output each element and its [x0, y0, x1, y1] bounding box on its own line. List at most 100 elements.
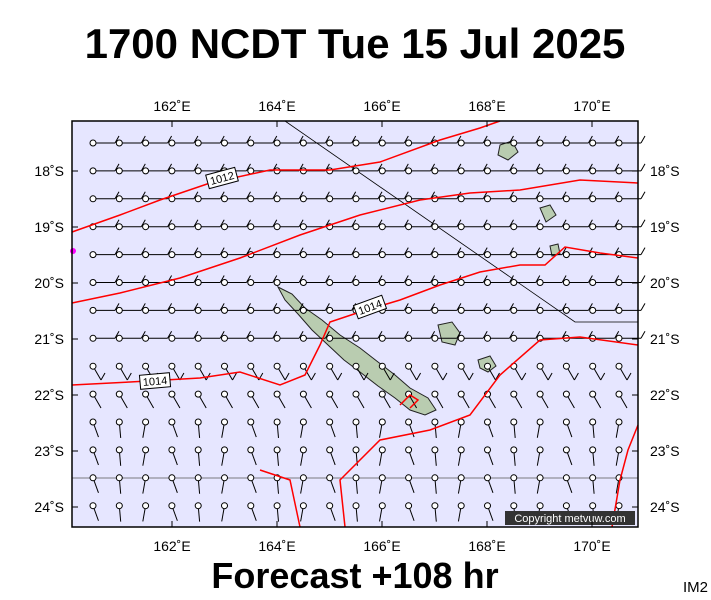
barb-feather: [416, 372, 422, 381]
barb-station: [589, 390, 597, 398]
barb-station: [589, 474, 597, 482]
barb-feather: [509, 163, 514, 172]
barb-feather: [272, 303, 278, 311]
barb-station: [615, 418, 623, 426]
barb-feather: [482, 275, 488, 283]
barb-station: [536, 139, 544, 147]
barb-feather: [640, 163, 646, 172]
barb-station: [589, 502, 597, 510]
barb-feather: [640, 303, 646, 311]
barb-station: [273, 139, 281, 147]
barb-feather: [547, 372, 553, 381]
barb-station: [405, 334, 413, 342]
barb-feather: [219, 219, 225, 227]
forecast-label: Forecast +108 hr: [211, 555, 498, 596]
lon-label: 166˚E: [363, 538, 400, 554]
barb-station: [115, 251, 123, 259]
barb-station: [431, 251, 439, 259]
barb-feather: [351, 163, 357, 172]
image-code: IM2: [683, 579, 708, 596]
label-box: [352, 294, 388, 320]
barb-station: [142, 334, 150, 342]
lat-label: 23˚S: [650, 443, 680, 459]
barb-station: [299, 362, 307, 370]
barb-feather: [140, 135, 146, 144]
barb-station: [352, 502, 360, 510]
barb-feather: [284, 372, 290, 381]
barb-station: [378, 418, 386, 426]
barb-feather: [640, 135, 646, 144]
barb-station: [194, 390, 202, 398]
barb-feather: [456, 331, 462, 339]
barb-station: [378, 139, 386, 147]
barb-feather: [219, 303, 225, 311]
barb-feather: [351, 275, 357, 283]
barb-feather: [535, 163, 541, 172]
barb-feather: [193, 275, 199, 283]
barb-station: [510, 167, 518, 175]
barb-feather: [587, 163, 593, 172]
barb-station: [536, 223, 544, 231]
barb-station: [142, 195, 150, 203]
barb-station: [115, 139, 123, 147]
barb-station: [194, 195, 202, 203]
barb-station: [273, 502, 281, 510]
barb-feather: [614, 247, 620, 255]
barb-feather: [430, 331, 436, 339]
barb-station: [247, 502, 255, 510]
barb-feather: [324, 191, 330, 200]
barb-feather: [561, 275, 567, 283]
barb-feather: [140, 163, 146, 172]
barb-feather: [140, 247, 146, 255]
barb-station: [247, 390, 255, 398]
barb-feather: [389, 372, 395, 381]
barb-station: [168, 502, 176, 510]
barb-feather: [298, 331, 304, 339]
barb-station: [326, 362, 334, 370]
barb-station: [168, 334, 176, 342]
barb-station: [457, 334, 465, 342]
barb-station: [89, 251, 97, 259]
barb-feather: [509, 303, 514, 311]
barb-feather: [167, 163, 173, 172]
barb-station: [536, 502, 544, 510]
barb-feather: [377, 163, 383, 172]
barb-feather: [600, 372, 606, 381]
barb-station: [378, 251, 386, 259]
barb-station: [457, 418, 465, 426]
map-frame: [71, 120, 639, 528]
barb-feather: [351, 331, 357, 339]
barb-station: [352, 390, 360, 398]
barb-station: [484, 334, 491, 342]
barb-feather: [377, 191, 383, 200]
barb-station: [484, 223, 491, 231]
barb-station: [326, 474, 334, 482]
barb-station: [589, 167, 597, 175]
barb-feather: [114, 163, 120, 172]
barb-station: [221, 306, 228, 314]
barb-station: [457, 306, 465, 314]
barb-feather: [509, 191, 514, 200]
barb-feather: [272, 331, 278, 339]
barb-feather: [167, 331, 173, 339]
barb-station: [615, 139, 623, 147]
island: [539, 204, 557, 223]
barb-feather: [219, 135, 225, 144]
barb-station: [326, 167, 334, 175]
barb-feather: [403, 331, 409, 339]
barb-station: [484, 362, 491, 370]
barb-station: [142, 306, 150, 314]
barb-station: [299, 446, 307, 454]
barb-station: [89, 334, 97, 342]
barb-feather: [219, 163, 225, 172]
barb-station: [536, 167, 544, 175]
barb-station: [221, 446, 228, 454]
barb-feather: [482, 219, 488, 227]
marker: [70, 248, 76, 254]
barb-station: [405, 223, 413, 231]
barb-station: [168, 390, 176, 398]
barb-station: [510, 195, 518, 203]
barb-feather: [626, 372, 632, 381]
barb-station: [326, 334, 334, 342]
lat-label: 23˚S: [34, 443, 64, 459]
